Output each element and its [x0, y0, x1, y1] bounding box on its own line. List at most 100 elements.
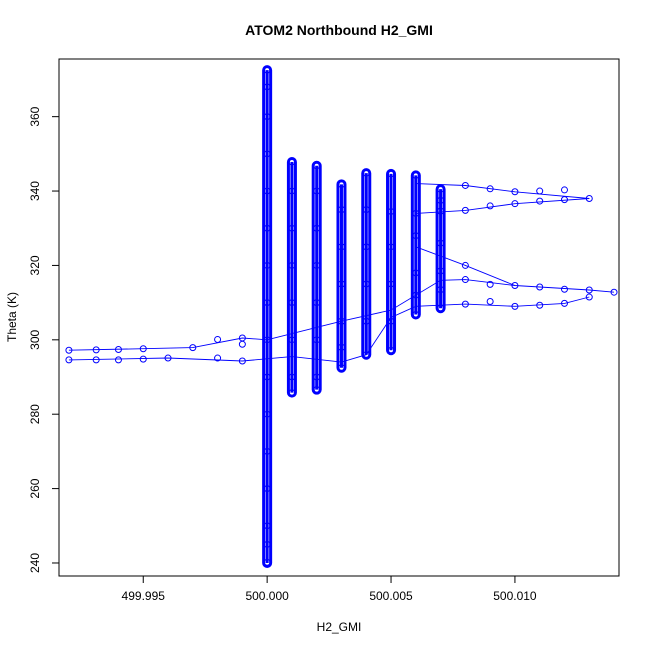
data-point — [288, 299, 296, 307]
data-point — [486, 298, 494, 306]
data-point — [511, 188, 519, 196]
data-point — [461, 261, 469, 269]
series-line — [415, 183, 590, 199]
data-point — [461, 181, 469, 189]
data-point — [139, 345, 147, 353]
data-point — [412, 269, 420, 277]
data-point — [387, 243, 395, 251]
data-point — [288, 336, 296, 344]
data-point — [263, 66, 271, 74]
data-point — [114, 356, 122, 364]
data-point — [387, 317, 395, 325]
data-point — [362, 351, 370, 359]
y-tick-label: 280 — [28, 404, 42, 424]
data-point — [437, 239, 445, 247]
data-point — [387, 170, 395, 178]
data-point — [560, 186, 568, 194]
data-point — [337, 343, 345, 351]
data-point — [486, 280, 494, 288]
data-point — [92, 356, 100, 364]
data-point — [412, 311, 420, 319]
data-point — [412, 232, 420, 240]
data-point — [461, 206, 469, 214]
data-point — [362, 317, 370, 325]
data-point — [263, 150, 271, 158]
data-point — [337, 206, 345, 214]
data-point — [437, 196, 445, 204]
plot-frame — [58, 58, 620, 577]
y-tick-label: 320 — [28, 255, 42, 275]
series-line — [68, 279, 615, 351]
data-point — [536, 283, 544, 291]
data-point — [437, 267, 445, 275]
data-point — [362, 206, 370, 214]
data-point — [65, 346, 73, 354]
data-point — [511, 302, 519, 310]
data-point — [238, 340, 246, 348]
data-point — [288, 187, 296, 195]
data-point — [263, 522, 271, 530]
data-point — [263, 540, 271, 548]
data-point — [337, 317, 345, 325]
data-point — [536, 187, 544, 195]
data-point — [288, 261, 296, 269]
data-point — [288, 158, 296, 166]
data-point — [511, 282, 519, 290]
y-tick-label: 240 — [28, 553, 42, 573]
data-point — [263, 485, 271, 493]
data-point — [313, 299, 321, 307]
data-point — [139, 355, 147, 363]
plot-area — [65, 65, 618, 568]
data-point — [387, 346, 395, 354]
data-point — [511, 200, 519, 208]
data-point — [164, 354, 172, 362]
data-point — [313, 373, 321, 381]
data-point — [437, 304, 445, 312]
data-point — [437, 185, 445, 193]
data-point — [263, 447, 271, 455]
data-point — [313, 336, 321, 344]
data-point — [288, 373, 296, 381]
series-line — [415, 246, 516, 286]
data-point — [387, 207, 395, 215]
data-point — [437, 286, 445, 294]
data-point — [337, 364, 345, 372]
data-point — [362, 169, 370, 177]
data-point — [560, 196, 568, 204]
data-point — [560, 299, 568, 307]
data-point — [114, 345, 122, 353]
data-point — [238, 357, 246, 365]
data-point — [412, 291, 420, 299]
chart-title: ATOM2 Northbound H2_GMI — [245, 22, 433, 38]
series-line — [415, 198, 590, 214]
data-point — [313, 162, 321, 170]
data-point — [189, 344, 197, 352]
data-point — [337, 180, 345, 188]
data-point — [263, 373, 271, 381]
data-point — [92, 346, 100, 354]
data-point — [461, 300, 469, 308]
data-point — [412, 209, 420, 217]
series-line — [68, 296, 590, 363]
data-point — [288, 224, 296, 232]
data-point — [585, 194, 593, 202]
data-point — [263, 224, 271, 232]
data-point — [313, 386, 321, 394]
data-point — [263, 187, 271, 195]
y-tick-label: 300 — [28, 329, 42, 349]
data-point — [313, 261, 321, 269]
data-point — [585, 286, 593, 294]
data-point — [214, 335, 222, 343]
y-tick-label: 260 — [28, 478, 42, 498]
data-point — [263, 299, 271, 307]
y-tick-label: 360 — [28, 106, 42, 126]
data-point — [263, 410, 271, 418]
y-axis-label: Theta (K) — [5, 292, 19, 342]
data-point — [263, 113, 271, 121]
data-point — [536, 197, 544, 205]
data-point — [486, 202, 494, 210]
data-point — [263, 83, 271, 91]
x-tick-label: 499.995 — [122, 589, 166, 603]
data-point — [263, 336, 271, 344]
